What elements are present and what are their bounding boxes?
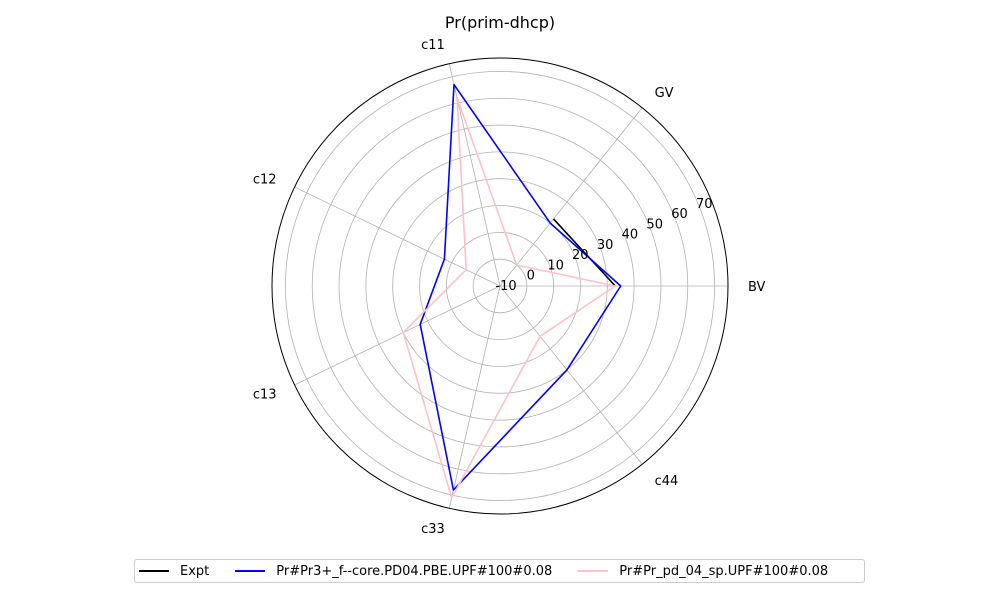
- legend-swatch: [235, 570, 266, 572]
- category-label: c11: [421, 38, 445, 53]
- axis-labels: -10 0 10 20 30 40 50 60 70 BV GV c11 c12 c13 c33 c44: [253, 38, 766, 537]
- chart-title: Pr(prim-dhcp): [445, 13, 555, 32]
- r-tick-label: 30: [597, 238, 614, 253]
- legend-item: Expt: [139, 564, 209, 579]
- category-label: c44: [655, 474, 679, 489]
- legend-label: Pr#Pr_pd_04_sp.UPF#100#0.08: [619, 563, 829, 579]
- polar-frame: [271, 57, 729, 515]
- grid-spoke: [294, 285, 501, 386]
- r-tick-label: 10: [547, 259, 564, 274]
- r-tick-label: 70: [696, 197, 713, 212]
- grid-spoke: [499, 285, 643, 465]
- legend-item: Pr#Pr3+_f--core.PD04.PBE.UPF#100#0.08: [235, 564, 552, 579]
- r-tick-label: 20: [572, 248, 589, 263]
- series-line-0: [552, 218, 616, 287]
- legend-item: Pr#Pr_pd_04_sp.UPF#100#0.08: [578, 564, 828, 579]
- series-line-1: [419, 83, 622, 491]
- r-tick-label: 0: [527, 269, 535, 284]
- series-lines: [402, 83, 622, 499]
- series-line-2: [402, 96, 617, 499]
- category-label: c12: [253, 172, 277, 187]
- grid-spoke: [294, 186, 501, 287]
- legend-swatch: [139, 570, 169, 572]
- legend-label: Pr#Pr3+_f--core.PD04.PBE.UPF#100#0.08: [276, 563, 553, 579]
- r-tick-label: 50: [646, 217, 663, 232]
- legend-swatch: [578, 570, 609, 572]
- r-tick-label: 60: [671, 207, 688, 222]
- r-tick-label: -10: [495, 279, 516, 294]
- legend: Expt Pr#Pr3+_f--core.PD04.PBE.UPF#100#0.0…: [134, 559, 865, 583]
- r-tick-label: 40: [622, 228, 639, 243]
- category-label: c33: [421, 522, 445, 537]
- category-label: BV: [748, 280, 766, 295]
- category-label: GV: [655, 86, 674, 101]
- grid-spoke: [448, 285, 501, 509]
- grid-spoke: [499, 107, 643, 287]
- category-label: c13: [253, 388, 277, 403]
- legend-label: Expt: [180, 563, 210, 579]
